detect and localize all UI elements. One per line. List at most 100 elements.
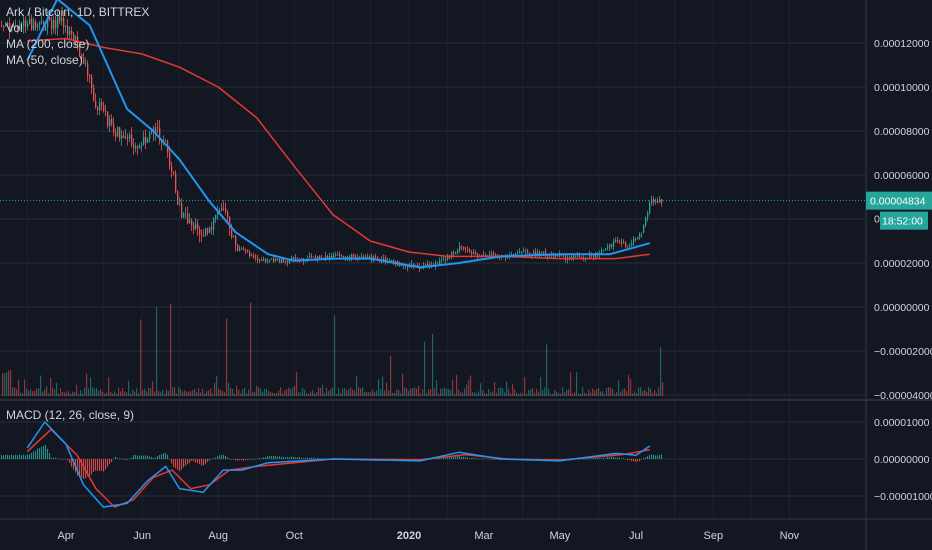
candle-body [109, 118, 111, 127]
volume-bar [6, 372, 8, 396]
candle-body [231, 228, 233, 238]
volume-bar [376, 390, 378, 396]
volume-bar [122, 388, 124, 396]
price-axis-label: 0.00006000 [874, 170, 930, 182]
candle-body [383, 258, 385, 260]
macd-hist-bar [199, 459, 201, 465]
volume-bar [56, 382, 58, 396]
volume-bar [50, 377, 52, 396]
macd-hist-bar [151, 457, 153, 459]
candle-body [623, 242, 625, 244]
volume-bar [654, 390, 656, 396]
macd-hist-bar [311, 457, 313, 459]
candle-body [337, 254, 339, 256]
candle-body [219, 210, 221, 212]
volume-bar [562, 387, 564, 396]
volume-bar [470, 375, 472, 396]
candle-body [15, 25, 17, 27]
candle-body [471, 252, 473, 254]
candle-body [201, 234, 203, 236]
candle-body [463, 246, 465, 250]
volume-bar [658, 387, 660, 396]
macd-hist-bar [455, 455, 457, 459]
volume-bar [578, 393, 580, 396]
volume-bar [518, 393, 520, 396]
candle-body [157, 127, 159, 129]
candle-body [447, 255, 449, 260]
macd-hist-bar [465, 457, 467, 459]
candle-body [75, 36, 77, 40]
macd-hist-bar [93, 459, 95, 473]
candle-body [55, 20, 57, 28]
candle-body [525, 250, 527, 252]
volume-bar [478, 391, 480, 396]
macd-hist-bar [73, 459, 75, 470]
macd-hist-bar [25, 455, 27, 459]
volume-bar [530, 389, 532, 396]
candle-body [601, 250, 603, 254]
volume-bar [412, 387, 414, 396]
volume-bar [284, 390, 286, 396]
volume-bar [632, 393, 634, 396]
volume-bar [162, 389, 164, 396]
candle-body [575, 256, 577, 257]
volume-bar [350, 387, 352, 396]
volume-bar [60, 388, 62, 396]
candle-body [563, 255, 565, 257]
macd-axis-label: 0.00001000 [874, 417, 930, 429]
volume-bar [330, 389, 332, 396]
macd-hist-bar [39, 448, 41, 459]
volume-bar [184, 390, 186, 396]
candle-body [511, 254, 513, 256]
candle-body [617, 240, 619, 242]
candle-body [417, 265, 419, 267]
candle-body [263, 258, 265, 261]
candle-body [365, 256, 367, 258]
macd-hist-bar [29, 454, 31, 459]
volume-bar [136, 388, 138, 396]
volume-bar [354, 390, 356, 396]
macd-hist-bar [601, 458, 603, 459]
candle-body [161, 140, 163, 144]
volume-bar [534, 392, 536, 396]
candle-body [633, 238, 635, 243]
volume-bar [58, 393, 60, 396]
volume-bar [164, 393, 166, 396]
candle-body [631, 242, 633, 246]
macd-hist-bar [157, 456, 159, 459]
candle-body [465, 249, 467, 250]
volume-bar [208, 390, 210, 396]
price-axis-label: 0.00012000 [874, 38, 930, 50]
volume-bar [290, 388, 292, 396]
candle-body [427, 264, 429, 267]
volume-bar [506, 381, 508, 396]
volume-bar [560, 393, 562, 396]
candle-body [453, 252, 455, 254]
macd-hist-bar [55, 457, 57, 459]
macd-hist-bar [259, 458, 261, 459]
macd-hist-bar [143, 455, 145, 459]
volume-bar [554, 389, 556, 396]
volume-bar [198, 387, 200, 396]
volume-bar [528, 390, 530, 396]
candle-body [159, 127, 161, 141]
candle-body [93, 88, 95, 101]
candle-body [299, 258, 301, 261]
macd-hist-bar [187, 459, 189, 465]
macd-hist-bar [431, 459, 433, 460]
candle-body [221, 208, 223, 211]
candle-body [225, 208, 227, 213]
volume-bar [64, 392, 66, 396]
macd-hist-bar [445, 457, 447, 459]
macd-hist-bar [295, 457, 297, 459]
volume-bar [352, 389, 354, 396]
volume-bar [622, 389, 624, 396]
volume-bar [30, 389, 32, 396]
candle-body [173, 171, 175, 174]
volume-bar [196, 392, 198, 396]
candle-body [45, 27, 47, 31]
volume-bar [294, 385, 296, 396]
volume-bar [462, 392, 464, 396]
volume-bar [270, 392, 272, 396]
